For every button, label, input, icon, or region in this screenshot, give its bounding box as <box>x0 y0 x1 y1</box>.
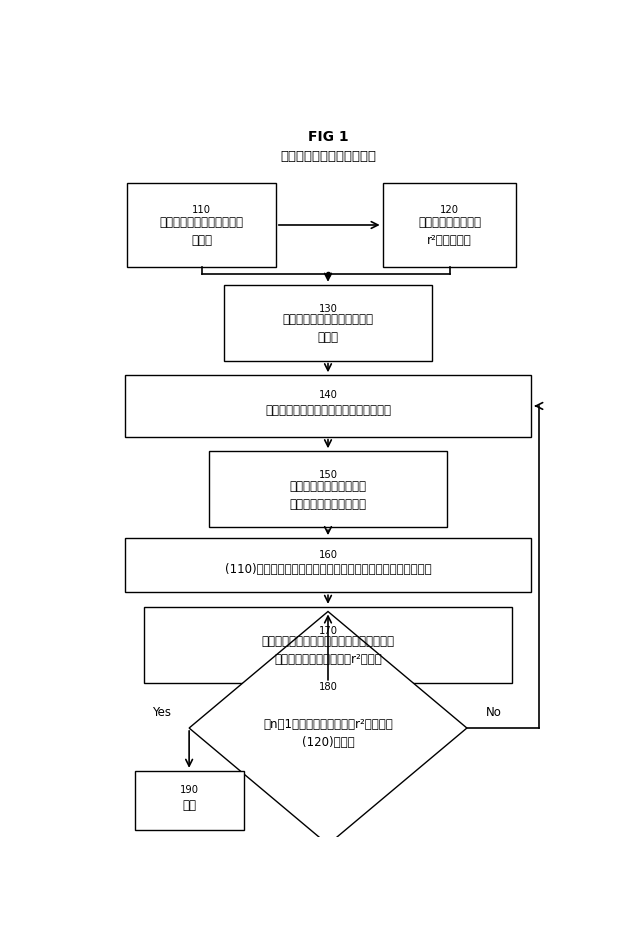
FancyBboxPatch shape <box>224 285 432 361</box>
FancyBboxPatch shape <box>383 183 516 267</box>
Text: No: No <box>486 706 502 718</box>
Text: すべてのデータに最適化計算
を実行: すべてのデータに最適化計算 を実行 <box>282 313 374 344</box>
Text: すべての施設の相対及び
絶対誤差しきい値を計算: すべての施設の相対及び 絶対誤差しきい値を計算 <box>289 479 367 510</box>
Text: 120: 120 <box>440 205 459 215</box>
Text: 140: 140 <box>319 390 337 400</box>
Text: 160: 160 <box>319 551 337 560</box>
FancyBboxPatch shape <box>125 375 531 437</box>
Text: 相対及び絶対しきい値基準
を決定: 相対及び絶対しきい値基準 を決定 <box>159 216 243 247</box>
Text: モデル標準誤差及び
r²基準を決定: モデル標準誤差及び r²基準を決定 <box>418 216 481 247</box>
Text: 190: 190 <box>180 785 198 794</box>
Text: 第n－1番目からの誤差及びr²の変化が
(120)未満？: 第n－1番目からの誤差及びr²の変化が (120)未満？ <box>263 718 393 749</box>
Text: 150: 150 <box>319 471 337 480</box>
Text: すべての施設の相対及び絶対誤差を計算: すべての施設の相対及び絶対誤差を計算 <box>265 404 391 417</box>
Text: 終了: 終了 <box>182 799 196 811</box>
Text: 170: 170 <box>319 626 337 636</box>
Text: データ外れ値偏り低減方法: データ外れ値偏り低減方法 <box>280 149 376 163</box>
FancyBboxPatch shape <box>134 771 244 830</box>
Text: 130: 130 <box>319 304 337 314</box>
FancyBboxPatch shape <box>125 538 531 592</box>
FancyBboxPatch shape <box>209 451 447 527</box>
FancyBboxPatch shape <box>127 183 276 267</box>
Polygon shape <box>189 612 467 844</box>
FancyBboxPatch shape <box>145 607 511 682</box>
Text: 110: 110 <box>192 205 211 215</box>
Text: Yes: Yes <box>152 706 172 718</box>
Text: 外れ値除去済みデータセットの最適化計算
を実行して標準誤差及びr²を計算: 外れ値除去済みデータセットの最適化計算 を実行して標準誤差及びr²を計算 <box>262 635 394 666</box>
Text: (110)の基準セットを使用してデータセットをフィルタリング: (110)の基準セットを使用してデータセットをフィルタリング <box>225 563 431 576</box>
Text: 180: 180 <box>319 682 337 692</box>
Text: FIG 1: FIG 1 <box>308 130 348 144</box>
